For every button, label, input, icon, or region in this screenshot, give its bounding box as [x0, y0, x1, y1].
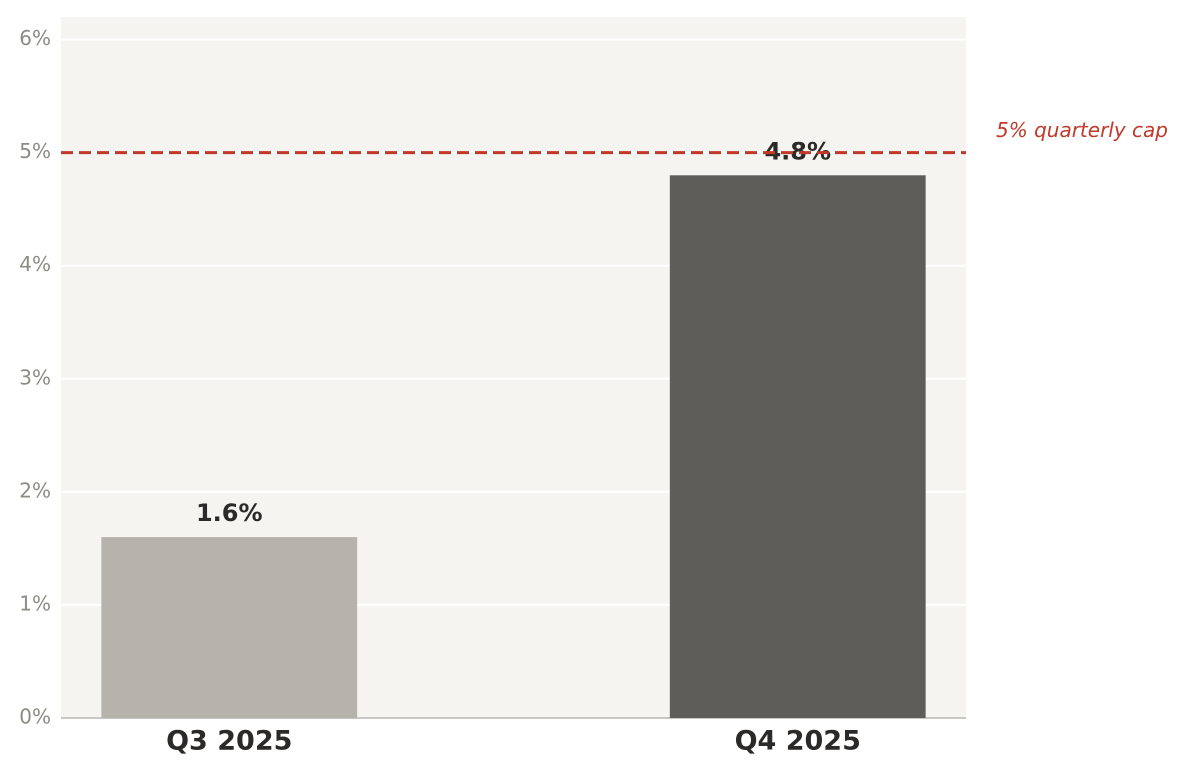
x-tick-label: Q4 2025 [735, 726, 861, 757]
x-tick-label: Q3 2025 [166, 726, 292, 757]
y-tick-label: 2% [19, 478, 51, 502]
value-label: 1.6% [196, 499, 263, 527]
y-tick-label: 1% [19, 591, 51, 615]
y-tick-label: 5% [19, 139, 51, 163]
y-tick-label: 6% [19, 26, 51, 50]
bar [669, 175, 926, 718]
y-tick-label: 0% [19, 705, 51, 729]
reference-label: 5% quarterly cap [996, 118, 1168, 142]
y-tick-label: 4% [19, 252, 51, 276]
y-tick-label: 3% [19, 365, 51, 389]
bar [101, 537, 358, 718]
